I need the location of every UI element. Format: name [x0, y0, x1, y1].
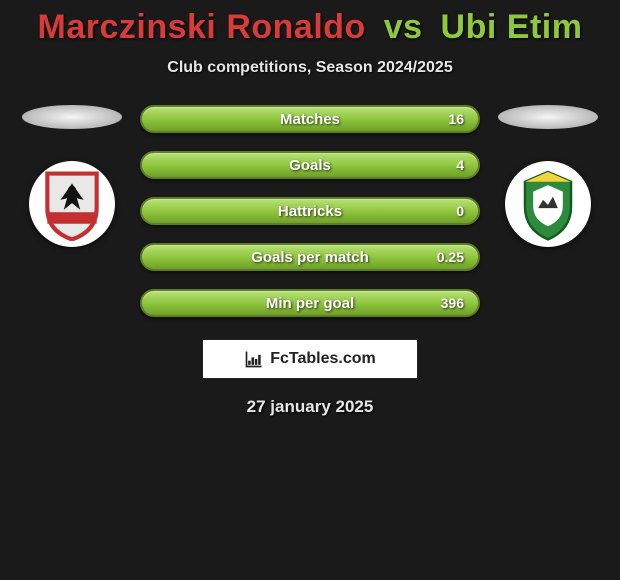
player2-name: Ubi Etim — [441, 8, 583, 46]
left-side — [22, 105, 122, 247]
crest-left-icon — [39, 167, 105, 241]
player1-silhouette — [22, 105, 122, 129]
stat-label: Min per goal — [266, 295, 354, 312]
stat-label: Hattricks — [278, 203, 342, 220]
stat-row-hattricks: Hattricks 0 — [140, 197, 480, 225]
stat-row-min-per-goal: Min per goal 396 — [140, 289, 480, 317]
comparison-card: Marczinski Ronaldo vs Ubi Etim Club comp… — [0, 0, 620, 417]
stat-label: Matches — [280, 111, 340, 128]
stat-label: Goals per match — [251, 249, 369, 266]
date-label: 27 january 2025 — [0, 397, 620, 417]
page-title: Marczinski Ronaldo vs Ubi Etim — [0, 8, 620, 47]
player1-name: Marczinski Ronaldo — [38, 8, 366, 46]
crest-right-icon — [515, 167, 581, 241]
chart-icon — [244, 349, 264, 369]
vs-label: vs — [384, 8, 423, 46]
main-row: Matches 16 Goals 4 Hattricks 0 Goals per… — [0, 105, 620, 317]
brand-text: FcTables.com — [270, 350, 376, 368]
player2-silhouette — [498, 105, 598, 129]
stat-value-right: 16 — [448, 111, 464, 127]
stat-row-goals: Goals 4 — [140, 151, 480, 179]
stat-label: Goals — [289, 157, 331, 174]
stat-value-right: 0 — [456, 203, 464, 219]
stat-value-right: 0.25 — [437, 249, 464, 265]
right-side — [498, 105, 598, 247]
stat-value-right: 396 — [441, 295, 464, 311]
stat-value-right: 4 — [456, 157, 464, 173]
stats-column: Matches 16 Goals 4 Hattricks 0 Goals per… — [140, 105, 480, 317]
stat-row-goals-per-match: Goals per match 0.25 — [140, 243, 480, 271]
brand-badge: FcTables.com — [202, 339, 418, 379]
player2-club-crest — [505, 161, 591, 247]
subtitle: Club competitions, Season 2024/2025 — [0, 59, 620, 77]
stat-row-matches: Matches 16 — [140, 105, 480, 133]
player1-club-crest — [29, 161, 115, 247]
